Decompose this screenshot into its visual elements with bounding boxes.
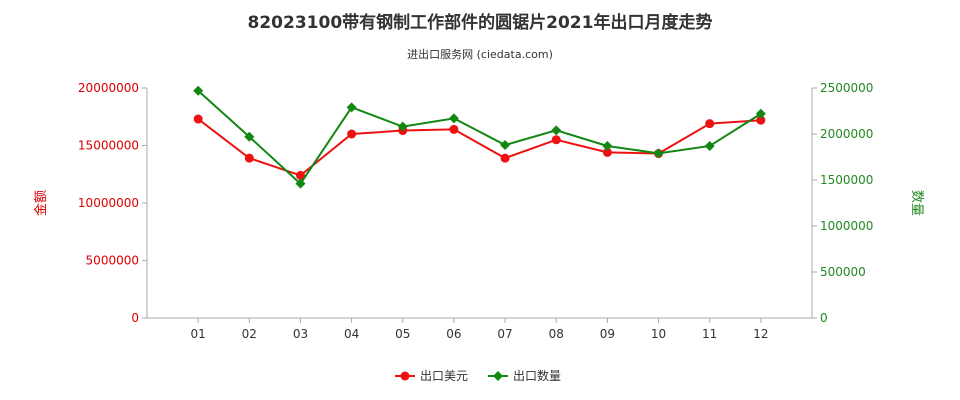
data-point — [493, 371, 503, 381]
y-right-tick-label: 2500000 — [820, 81, 873, 95]
data-point — [551, 135, 561, 145]
data-point — [346, 102, 357, 113]
y-left-tick-label: 0 — [131, 311, 139, 325]
data-point — [400, 371, 410, 381]
x-tick-label: 03 — [293, 327, 308, 341]
y-right-tick-label: 1000000 — [820, 219, 873, 233]
data-point — [500, 140, 511, 151]
legend: 出口美元 出口数量 — [395, 368, 561, 383]
x-tick-label: 12 — [753, 327, 768, 341]
y-right-tick-label: 0 — [820, 311, 828, 325]
data-point — [602, 147, 612, 157]
y-right-tick-label: 2000000 — [820, 127, 873, 141]
x-tick-label: 06 — [446, 327, 461, 341]
y-right-tick-label: 1500000 — [820, 173, 873, 187]
data-point — [755, 108, 766, 119]
data-point — [295, 178, 306, 189]
data-point — [244, 153, 254, 163]
y-left-tick-label: 5000000 — [86, 254, 139, 268]
x-tick-label: 09 — [600, 327, 615, 341]
data-point — [193, 114, 203, 124]
y-axis-right-title: 数量 — [909, 190, 924, 216]
x-tick-label: 11 — [702, 327, 717, 341]
data-point — [347, 129, 357, 139]
x-tick-label: 07 — [497, 327, 512, 341]
x-tick-label: 05 — [395, 327, 410, 341]
y-axis-left-title: 金额 — [33, 190, 49, 216]
x-tick-label: 02 — [242, 327, 257, 341]
y-left-tick-label: 10000000 — [78, 196, 139, 210]
y-left-tick-label: 20000000 — [78, 81, 139, 95]
chart-title: 82023100带有钢制工作部件的圆锯片2021年出口月度走势 — [247, 13, 713, 33]
series-export-quantity — [193, 85, 766, 189]
axes: 0 5000000 10000000 15000000 20000000 0 500000 1… — [33, 81, 924, 341]
x-tick-label: 04 — [344, 327, 359, 341]
data-point — [653, 148, 664, 159]
series-layer — [193, 85, 766, 189]
legend-item: 出口美元 — [395, 369, 468, 383]
series-line — [197, 118, 761, 177]
chart-subtitle: 进出口服务网 (ciedata.com) — [407, 48, 553, 61]
legend-item: 出口数量 — [488, 368, 561, 383]
data-point — [756, 115, 766, 125]
legend-label: 出口美元 — [420, 369, 468, 383]
series-export-usd — [193, 114, 766, 180]
legend-label: 出口数量 — [513, 368, 561, 383]
series-line — [197, 90, 762, 186]
data-point — [500, 153, 510, 163]
data-point — [295, 170, 305, 180]
data-point — [244, 131, 255, 142]
data-point — [704, 140, 715, 151]
data-point — [705, 119, 715, 129]
y-right-tick-label: 500000 — [820, 265, 866, 279]
data-point — [551, 125, 562, 136]
data-point — [449, 124, 459, 134]
data-point — [602, 140, 613, 151]
data-point — [397, 121, 408, 132]
x-tick-label: 01 — [191, 327, 206, 341]
x-tick-label: 10 — [651, 327, 666, 341]
y-left-tick-label: 15000000 — [78, 139, 139, 153]
data-point — [193, 85, 204, 96]
data-point — [448, 113, 459, 124]
x-tick-label: 08 — [549, 327, 564, 341]
